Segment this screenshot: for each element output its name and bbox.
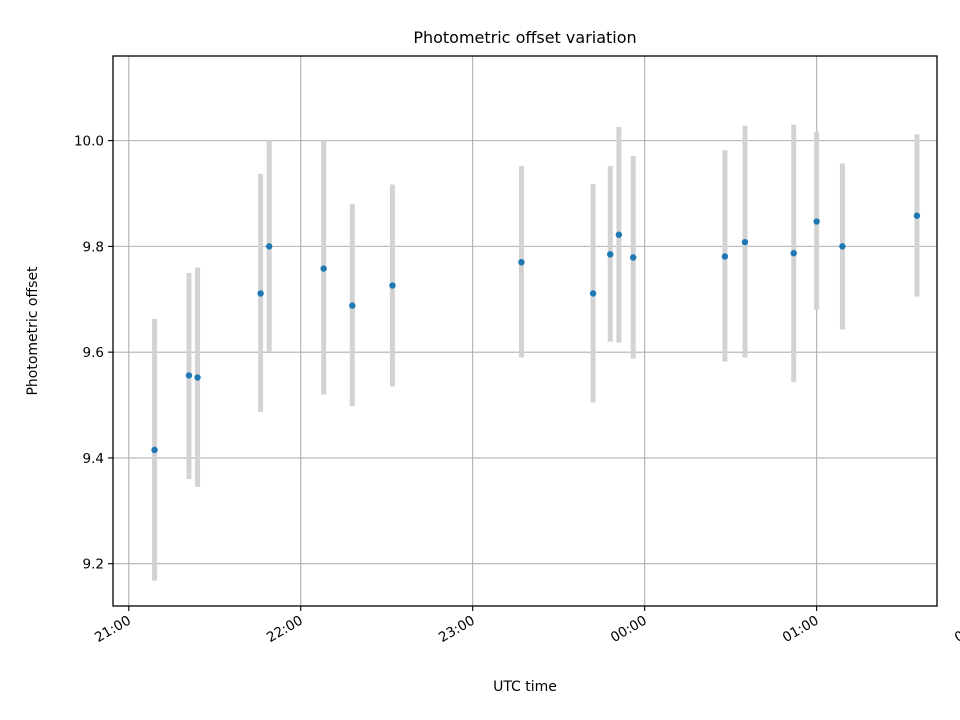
data-point bbox=[913, 212, 921, 219]
data-point bbox=[589, 290, 597, 297]
plot-frame bbox=[112, 55, 938, 607]
data-point bbox=[257, 290, 264, 297]
data-point bbox=[839, 243, 846, 250]
data-point bbox=[741, 238, 749, 246]
data-point bbox=[721, 253, 729, 260]
y-axis-ticks: 9.2 9.4 9.6 9.8 10.0 bbox=[74, 134, 113, 573]
data-point bbox=[629, 254, 637, 261]
data-point bbox=[389, 282, 396, 289]
data-point bbox=[266, 243, 273, 250]
x-tick-label: 00:00 bbox=[608, 613, 650, 646]
data-points bbox=[151, 212, 921, 454]
x-axis-ticks: 21:00 22:00 23:00 00:00 01:00 02:00 bbox=[92, 606, 960, 646]
data-point bbox=[320, 265, 327, 272]
x-tick-label: 01:00 bbox=[780, 613, 822, 646]
data-point bbox=[151, 446, 158, 454]
data-point bbox=[518, 259, 525, 266]
x-tick-label: 21:00 bbox=[92, 613, 134, 646]
data-point bbox=[194, 374, 201, 381]
data-point bbox=[790, 250, 797, 257]
chart-title: Photometric offset variation bbox=[413, 28, 636, 47]
x-tick-label: 22:00 bbox=[264, 613, 306, 646]
data-point bbox=[615, 231, 623, 238]
y-tick-label: 9.6 bbox=[83, 345, 104, 361]
x-tick-label: 23:00 bbox=[436, 613, 478, 646]
y-tick-label: 9.2 bbox=[83, 557, 104, 573]
data-point bbox=[813, 218, 820, 225]
x-axis-label: UTC time bbox=[493, 679, 557, 695]
x-tick-label: 02:00 bbox=[952, 613, 960, 646]
y-tick-label: 10.0 bbox=[74, 134, 104, 150]
error-bars bbox=[152, 124, 920, 581]
y-tick-label: 9.8 bbox=[83, 239, 104, 255]
y-axis-label: Photometric offset bbox=[25, 266, 41, 396]
data-point bbox=[607, 251, 614, 258]
y-tick-label: 9.4 bbox=[83, 451, 104, 467]
data-point bbox=[185, 372, 193, 379]
grid-lines bbox=[113, 56, 937, 606]
data-point bbox=[349, 302, 356, 309]
